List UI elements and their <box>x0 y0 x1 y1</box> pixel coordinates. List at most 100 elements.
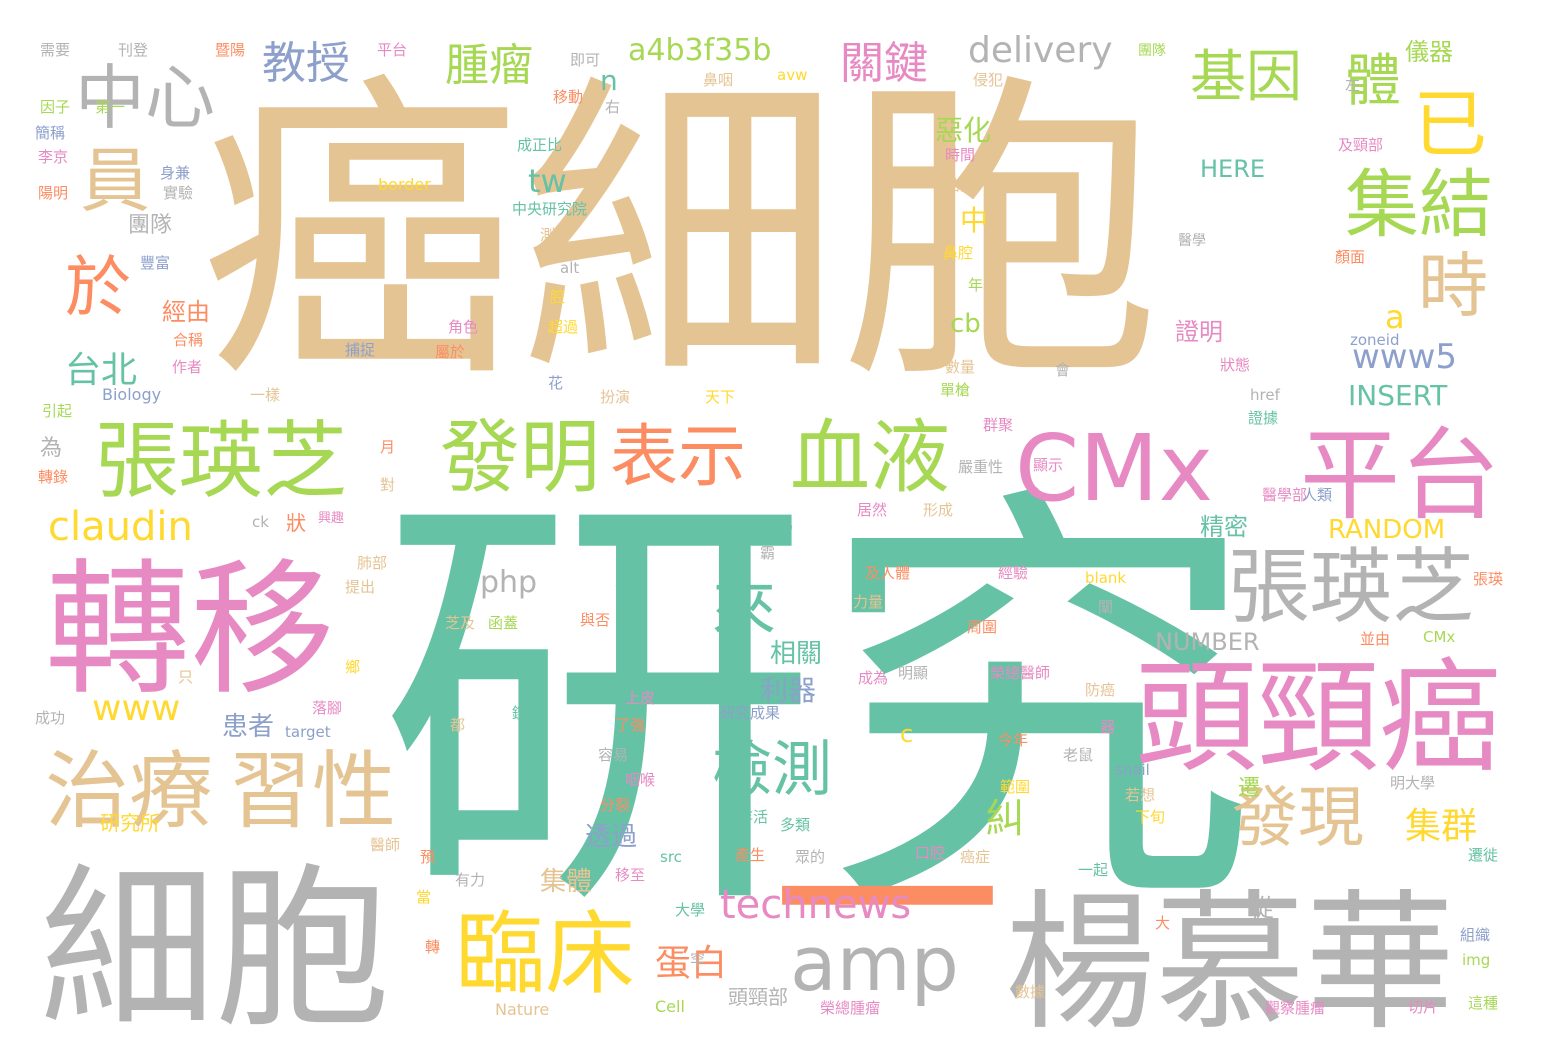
cloud-word: 角色 <box>448 318 478 336</box>
cloud-word: 團隊 <box>128 213 172 238</box>
cloud-word: 提出 <box>345 578 375 596</box>
cloud-word: c <box>900 720 913 748</box>
cloud-word: 基因 <box>1190 45 1302 110</box>
cloud-word: 單槍 <box>940 381 970 399</box>
cloud-word: 關鍵 <box>840 38 928 89</box>
cloud-word: 右 <box>605 98 620 116</box>
cloud-word: 眾的 <box>795 848 825 866</box>
cloud-word: 中央研究院 <box>512 200 587 218</box>
cloud-word: 醫學部 <box>1262 486 1307 504</box>
cloud-word: CMx <box>1423 628 1455 646</box>
cloud-word: 月 <box>380 438 395 456</box>
cloud-word: 刊登 <box>118 41 148 59</box>
cloud-word: 轉錄 <box>38 468 68 486</box>
cloud-word: 表示 <box>610 418 746 497</box>
cloud-word: 檢測 <box>712 735 832 805</box>
cloud-word: 時間 <box>945 146 975 164</box>
cloud-word: 實驗 <box>163 184 193 202</box>
cloud-word: 鼻咽 <box>703 71 733 89</box>
cloud-word: 明大學 <box>1390 774 1435 792</box>
cloud-word: 當 <box>416 888 431 906</box>
cloud-word: 研究所 <box>100 811 160 835</box>
cloud-word: Cell <box>655 997 685 1016</box>
cloud-word: 只 <box>178 668 193 686</box>
cloud-word: img <box>1462 951 1490 969</box>
cloud-word: 團隊 <box>1138 43 1166 59</box>
cloud-word: 台北 <box>65 350 137 391</box>
cloud-word: 員 <box>80 140 150 222</box>
cloud-word: 經由 <box>162 298 210 326</box>
cloud-word: 口腔 <box>915 844 945 862</box>
cloud-word: 有力 <box>455 871 485 889</box>
cloud-word: Nature <box>495 1000 549 1019</box>
cloud-word: 天下 <box>705 388 735 406</box>
cloud-word: 張瑛芝 <box>95 412 347 510</box>
cloud-word: 李京 <box>38 148 68 166</box>
cloud-word: delivery <box>968 30 1113 71</box>
cloud-word: 已 <box>1413 82 1487 168</box>
cloud-word: 習性 <box>228 742 396 840</box>
cloud-word: 都 <box>450 716 465 734</box>
cloud-word: 臨床 <box>455 902 635 1007</box>
cloud-word: 這種 <box>1468 994 1498 1012</box>
cloud-word: 一 <box>772 773 1002 1040</box>
cloud-word: snail <box>1115 761 1150 779</box>
cloud-word: 觀察腫瘤 <box>1265 999 1325 1017</box>
cloud-word: 鼻腔 <box>943 244 973 262</box>
cloud-word: 轉 <box>425 938 440 956</box>
cloud-word: 大 <box>1155 914 1170 932</box>
cloud-word: 簡稱 <box>35 124 65 142</box>
cloud-word: 引起 <box>42 402 72 420</box>
cloud-word: 與否 <box>580 611 610 629</box>
cloud-word: 了強 <box>615 716 645 734</box>
cloud-word: 顏面 <box>1335 248 1365 266</box>
cloud-word: 頭頸部 <box>728 985 788 1009</box>
cloud-word: 中 <box>960 204 988 237</box>
cloud-word: 移動 <box>553 88 583 106</box>
cloud-word: href <box>1250 386 1281 404</box>
cloud-word: 證明 <box>1175 318 1223 346</box>
cloud-word: Biology <box>102 385 161 404</box>
cloud-word: 集結 <box>1345 162 1493 248</box>
cloud-word: a <box>1385 298 1405 336</box>
cloud-word: 腫瘤 <box>445 40 533 91</box>
cloud-word: 人類 <box>1302 486 1332 504</box>
cloud-word: src <box>660 848 682 866</box>
cloud-word: n <box>600 64 618 97</box>
cloud-word: 霸 <box>760 544 775 562</box>
cloud-word: 肺部 <box>357 554 387 572</box>
cloud-word: NUMBER <box>1155 628 1260 656</box>
cloud-word: 合稱 <box>173 331 203 349</box>
cloud-word: 作者 <box>172 358 202 376</box>
cloud-word: 細胞 <box>40 849 390 1052</box>
cloud-word: 多類 <box>780 816 810 834</box>
cloud-word: 從 <box>1250 894 1274 922</box>
cloud-word: www5 <box>1352 337 1457 377</box>
cloud-word: 會 <box>1055 361 1070 379</box>
cloud-word: 平台 <box>1300 417 1500 534</box>
cloud-word: 需要 <box>40 41 70 59</box>
cloud-word: zoneid <box>1350 331 1399 349</box>
cloud-word: 預 <box>420 848 435 866</box>
cloud-word: 豐富 <box>140 254 170 272</box>
cloud-word: 數量 <box>945 358 975 376</box>
cloud-word: 明顯 <box>898 664 928 682</box>
cloud-word: 陽明 <box>38 184 68 202</box>
cloud-word: INSERT <box>1348 379 1448 412</box>
cloud-word: alt <box>560 259 579 277</box>
cloud-word: a4b3f35b <box>628 33 771 68</box>
cloud-word: 測出 <box>540 226 570 244</box>
cloud-word: amp <box>790 919 959 1008</box>
cloud-word: 證據 <box>1248 409 1278 427</box>
cloud-word: blank <box>1085 569 1126 587</box>
cloud-word: 結隊 <box>945 176 975 194</box>
cloud-word: 器 <box>1100 718 1115 736</box>
cloud-word: 群聚 <box>983 416 1013 434</box>
cloud-word: 成正比 <box>517 136 562 154</box>
cloud-word: 匹馬 <box>763 516 793 534</box>
cloud-word: avw <box>777 66 807 84</box>
cloud-word: 教授 <box>262 38 350 89</box>
cloud-word: 屬於 <box>435 343 465 361</box>
cloud-word: 平台 <box>377 41 407 59</box>
